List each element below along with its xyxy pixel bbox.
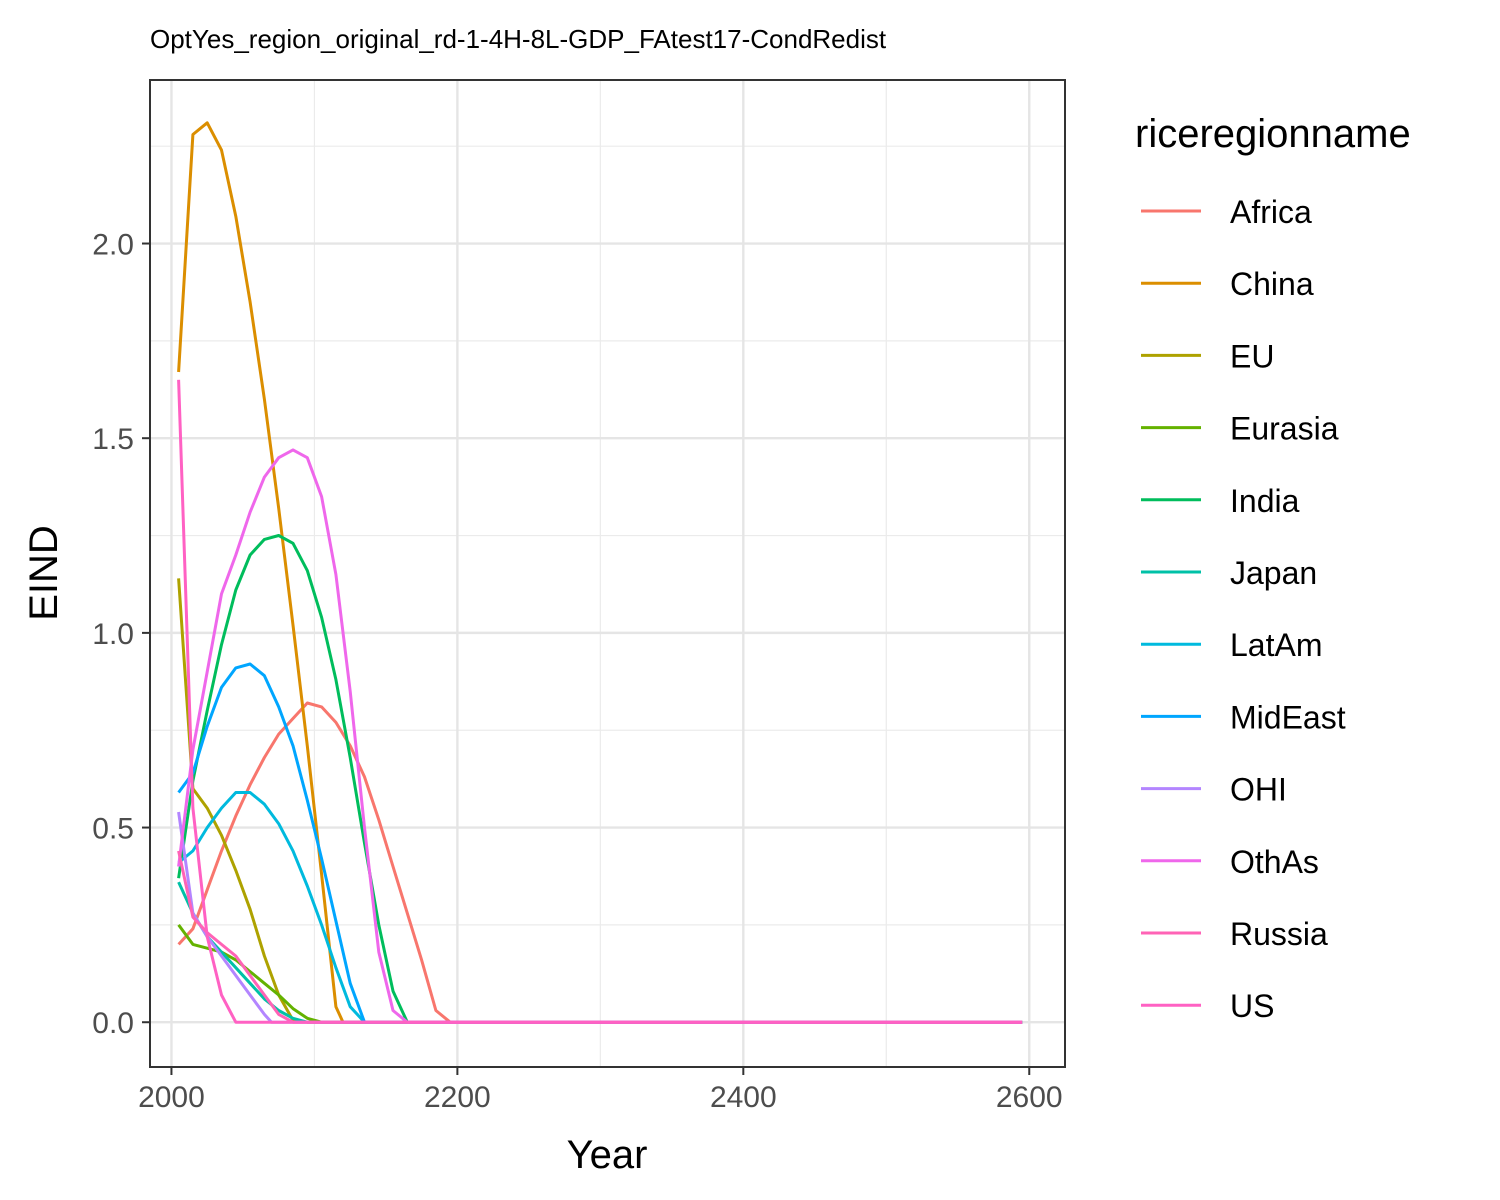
y-tick-label: 2.0	[92, 229, 134, 262]
legend-items: Africa China EU Eurasia India Japan LatAm MidEa…	[1141, 194, 1346, 1024]
series-line-russia	[177, 850, 1023, 1024]
legend: riceregionname Africa China EU Eurasia India…	[1135, 112, 1411, 1024]
x-tick-label: 2000	[138, 1081, 205, 1114]
y-tick-label: 0.5	[92, 813, 134, 846]
series-line-china	[177, 121, 1023, 1024]
legend-label-us: US	[1230, 988, 1274, 1024]
y-tick-label: 1.5	[92, 423, 134, 456]
legend-label-eu: EU	[1230, 338, 1274, 374]
series-line-othas	[177, 448, 1023, 1024]
legend-label-africa: Africa	[1230, 194, 1312, 230]
series-line-mideast	[177, 662, 1023, 1024]
legend-label-eurasia: Eurasia	[1230, 411, 1339, 447]
grid-lines	[150, 80, 1065, 1067]
series-line-us	[177, 379, 1023, 1024]
legend-label-latam: LatAm	[1230, 627, 1322, 663]
y-axis-title: EIND	[22, 525, 66, 621]
y-tick-label: 0.0	[92, 1007, 134, 1040]
legend-label-russia: Russia	[1230, 916, 1328, 952]
legend-label-india: India	[1230, 483, 1300, 519]
plot-area	[149, 79, 1066, 1068]
series-line-africa	[177, 701, 1023, 1024]
chart-title: OptYes_region_original_rd-1-4H-8L-GDP_FA…	[150, 24, 887, 54]
series-line-india	[177, 534, 1023, 1024]
plot-border	[149, 79, 1066, 1068]
series-line-eurasia	[177, 924, 1023, 1024]
x-axis-title: Year	[567, 1133, 648, 1177]
legend-label-othas: OthAs	[1230, 844, 1319, 880]
x-tick-label: 2600	[996, 1081, 1063, 1114]
y-axis: 0.0 0.5 1.0 1.5 2.0	[92, 229, 150, 1040]
legend-label-japan: Japan	[1230, 555, 1317, 591]
legend-label-mideast: MidEast	[1230, 699, 1346, 735]
x-tick-label: 2400	[710, 1081, 777, 1114]
x-tick-label: 2200	[424, 1081, 491, 1114]
y-tick-label: 1.0	[92, 618, 134, 651]
legend-label-ohi: OHI	[1230, 772, 1287, 808]
series-line-latam	[177, 791, 1023, 1024]
x-axis: 2000 2200 2400 2600	[138, 1067, 1063, 1114]
legend-title: riceregionname	[1135, 112, 1411, 156]
legend-label-china: China	[1230, 266, 1314, 302]
series-lines	[177, 121, 1023, 1024]
